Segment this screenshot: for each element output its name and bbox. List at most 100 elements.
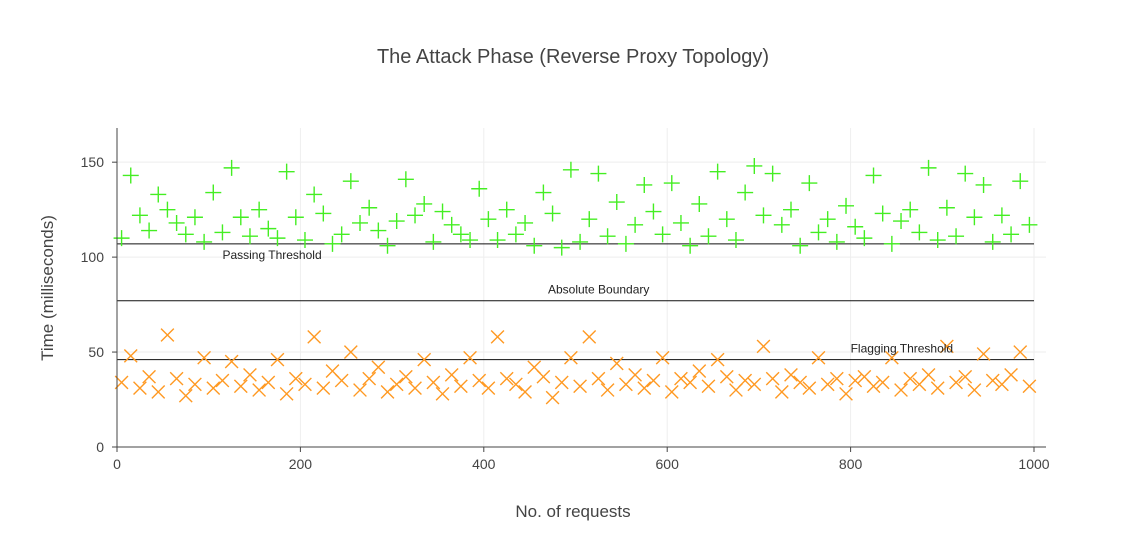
data-point-cross — [223, 159, 240, 176]
data-point-cross — [902, 201, 919, 218]
data-point-cross — [1003, 226, 1020, 243]
data-point-x — [930, 381, 945, 396]
data-point-cross — [507, 226, 524, 243]
data-point-cross — [122, 167, 139, 184]
data-point-cross — [590, 165, 607, 182]
y-tick-label: 150 — [81, 154, 105, 170]
data-point-x — [334, 373, 349, 388]
data-point-cross — [792, 237, 809, 254]
data-point-x — [628, 367, 642, 382]
x-tick-label: 600 — [656, 456, 680, 472]
data-point-cross — [608, 194, 625, 211]
data-point-x — [573, 379, 587, 394]
data-point-x — [664, 385, 679, 399]
data-point-cross — [517, 214, 534, 231]
data-point-x — [765, 371, 780, 386]
data-point-x — [976, 347, 991, 361]
data-point-cross — [1021, 216, 1038, 233]
data-point-cross — [663, 175, 680, 192]
data-point-x — [793, 375, 808, 390]
data-point-x — [774, 385, 789, 399]
data-point-x — [820, 377, 835, 392]
data-point-cross — [755, 207, 772, 224]
data-point-x — [600, 383, 615, 397]
data-point-x — [894, 383, 908, 397]
data-point-cross — [352, 214, 369, 231]
data-point-x — [178, 388, 193, 403]
data-point-cross — [370, 222, 387, 239]
data-point-cross — [333, 226, 350, 243]
data-point-x — [738, 373, 753, 388]
data-point-cross — [865, 167, 882, 184]
data-point-cross — [342, 173, 359, 190]
data-point-cross — [782, 201, 799, 218]
data-point-x — [848, 373, 863, 388]
data-point-x — [866, 379, 881, 394]
data-point-cross — [957, 165, 974, 182]
data-point-cross — [700, 228, 717, 245]
annotations: Passing Threshold Absolute Boundary Flaggi… — [222, 248, 953, 355]
data-point-x — [188, 377, 202, 392]
data-point-x — [674, 371, 688, 386]
data-point-x — [719, 369, 734, 384]
data-point-x — [444, 367, 459, 382]
data-point-cross — [443, 216, 460, 233]
data-series — [113, 157, 1038, 405]
data-point-x — [967, 383, 982, 397]
data-point-x — [875, 375, 890, 390]
data-point-cross — [324, 235, 341, 252]
data-point-cross — [278, 163, 295, 180]
data-point-x — [142, 369, 156, 384]
data-point-cross — [498, 201, 515, 218]
data-point-x — [655, 350, 670, 365]
data-point-cross — [929, 232, 946, 249]
data-point-x — [1022, 379, 1037, 394]
x-tick-label: 1000 — [1018, 456, 1049, 472]
data-point-cross — [361, 199, 378, 216]
data-point-x — [756, 339, 771, 354]
x-tick-label: 800 — [839, 456, 863, 472]
data-point-cross — [434, 203, 451, 220]
data-point-x — [582, 329, 597, 344]
data-point-cross — [847, 218, 864, 235]
data-point-x — [784, 367, 798, 382]
x-tick-label: 0 — [113, 456, 121, 472]
data-point-x — [343, 345, 358, 359]
data-point-x — [683, 375, 698, 390]
threshold-annotation: Flagging Threshold — [851, 341, 954, 355]
grid — [117, 128, 1046, 447]
x-tick-label: 400 — [472, 456, 496, 472]
data-point-cross — [672, 214, 689, 231]
data-point-x — [903, 371, 918, 386]
data-point-x — [398, 369, 413, 384]
data-point-x — [949, 375, 963, 390]
data-point-cross — [425, 233, 442, 250]
data-point-cross — [654, 226, 671, 243]
data-point-x — [426, 375, 441, 390]
data-point-x — [829, 371, 844, 386]
data-point-cross — [984, 233, 1001, 250]
data-point-cross — [241, 228, 258, 245]
x-tick-label: 200 — [289, 456, 313, 472]
data-point-cross — [416, 195, 433, 212]
data-point-cross — [938, 199, 955, 216]
data-point-x — [811, 350, 826, 365]
data-point-cross — [581, 211, 598, 228]
data-point-x — [710, 352, 725, 367]
y-tick-label: 50 — [88, 344, 104, 360]
data-point-x — [453, 379, 468, 394]
data-point-x — [839, 386, 853, 401]
data-point-x — [380, 385, 395, 399]
data-point-cross — [691, 195, 708, 212]
data-point-cross — [471, 180, 488, 197]
data-point-x — [509, 377, 523, 392]
data-point-cross — [260, 220, 277, 237]
data-point-cross — [205, 184, 222, 201]
threshold-annotation: Absolute Boundary — [548, 282, 649, 296]
data-point-cross — [177, 226, 194, 243]
data-point-x — [591, 371, 606, 386]
data-point-x — [646, 373, 661, 388]
data-point-cross — [306, 186, 323, 203]
y-axis-title: Time (milliseconds) — [38, 215, 57, 361]
data-point-cross — [489, 232, 506, 249]
